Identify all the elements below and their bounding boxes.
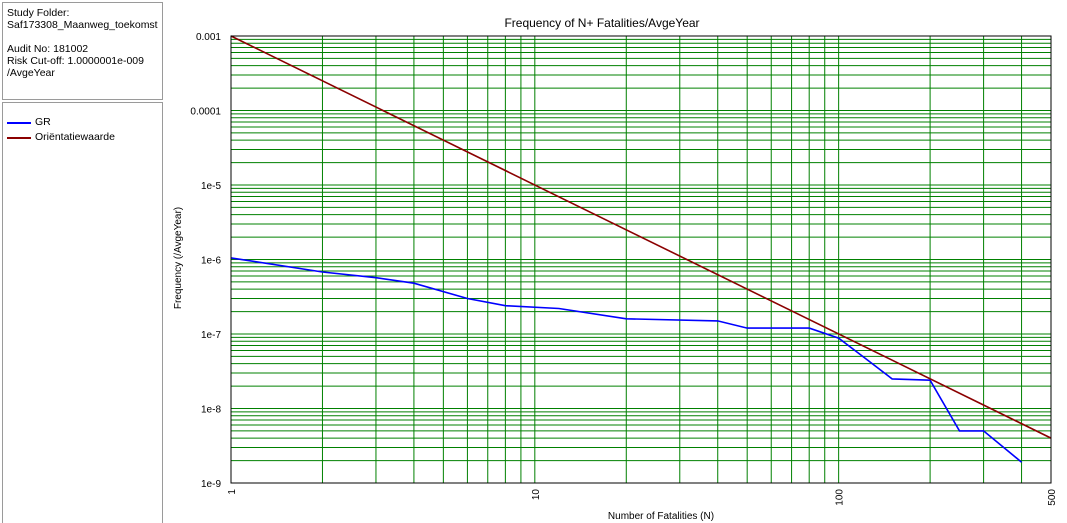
fn-curve-chart: Frequency of N+ Fatalities/AvgeYear 0.00… <box>165 0 1067 523</box>
legend-item-orientatiewaarde: Oriëntatiewaarde <box>7 131 162 144</box>
chart-background <box>165 0 1067 523</box>
risk-cutoff-unit: /AvgeYear <box>7 67 55 79</box>
x-tick-label: 10 <box>531 489 542 501</box>
series-line-orientatiewaarde <box>230 35 1052 439</box>
y-axis-label: Frequency (/AvgeYear) <box>173 207 184 309</box>
legend: GR Oriëntatiewaarde <box>2 102 163 523</box>
series-layer <box>230 35 1052 463</box>
x-tick-label: 500 <box>1047 489 1058 506</box>
x-tick-label: 1 <box>227 489 238 495</box>
legend-label-orientatiewaarde: Oriëntatiewaarde <box>35 131 115 143</box>
legend-swatch-gr <box>7 122 31 124</box>
plot-frame <box>230 35 1052 484</box>
study-folder-value: Saf173308_Maanweg_toekomst <box>7 19 158 31</box>
legend-item-gr: GR <box>7 116 162 129</box>
audit-number: Audit No: 181002 <box>7 43 89 55</box>
y-tick-label: 1e-5 <box>201 181 221 192</box>
y-tick-label: 1e-6 <box>201 256 221 267</box>
y-tick-label: 1e-9 <box>201 479 221 490</box>
series-line-gr <box>230 257 1023 463</box>
y-tick-label: 1e-7 <box>201 330 221 341</box>
y-tick-label: 1e-8 <box>201 405 221 416</box>
tick-labels: 0.001 0.0001 1e-5 1e-6 1e-7 1e-8 1e-9 1 10 100 500 <box>190 32 1058 506</box>
y-tick-label: 0.0001 <box>190 107 221 118</box>
chart-title: Frequency of N+ Fatalities/AvgeYear <box>504 16 699 30</box>
y-tick-label: 0.001 <box>196 32 221 43</box>
risk-cutoff: Risk Cut-off: 1.0000001e-009 <box>7 55 144 67</box>
study-info-box: Study Folder: Saf173308_Maanweg_toekomst… <box>2 2 163 100</box>
study-folder-label: Study Folder: <box>7 7 70 19</box>
legend-swatch-orientatiewaarde <box>7 137 31 139</box>
side-panel: Study Folder: Saf173308_Maanweg_toekomst… <box>0 0 165 523</box>
x-tick-label: 100 <box>835 489 846 506</box>
legend-label-gr: GR <box>35 116 51 128</box>
x-axis-label: Number of Fatalities (N) <box>608 511 714 522</box>
